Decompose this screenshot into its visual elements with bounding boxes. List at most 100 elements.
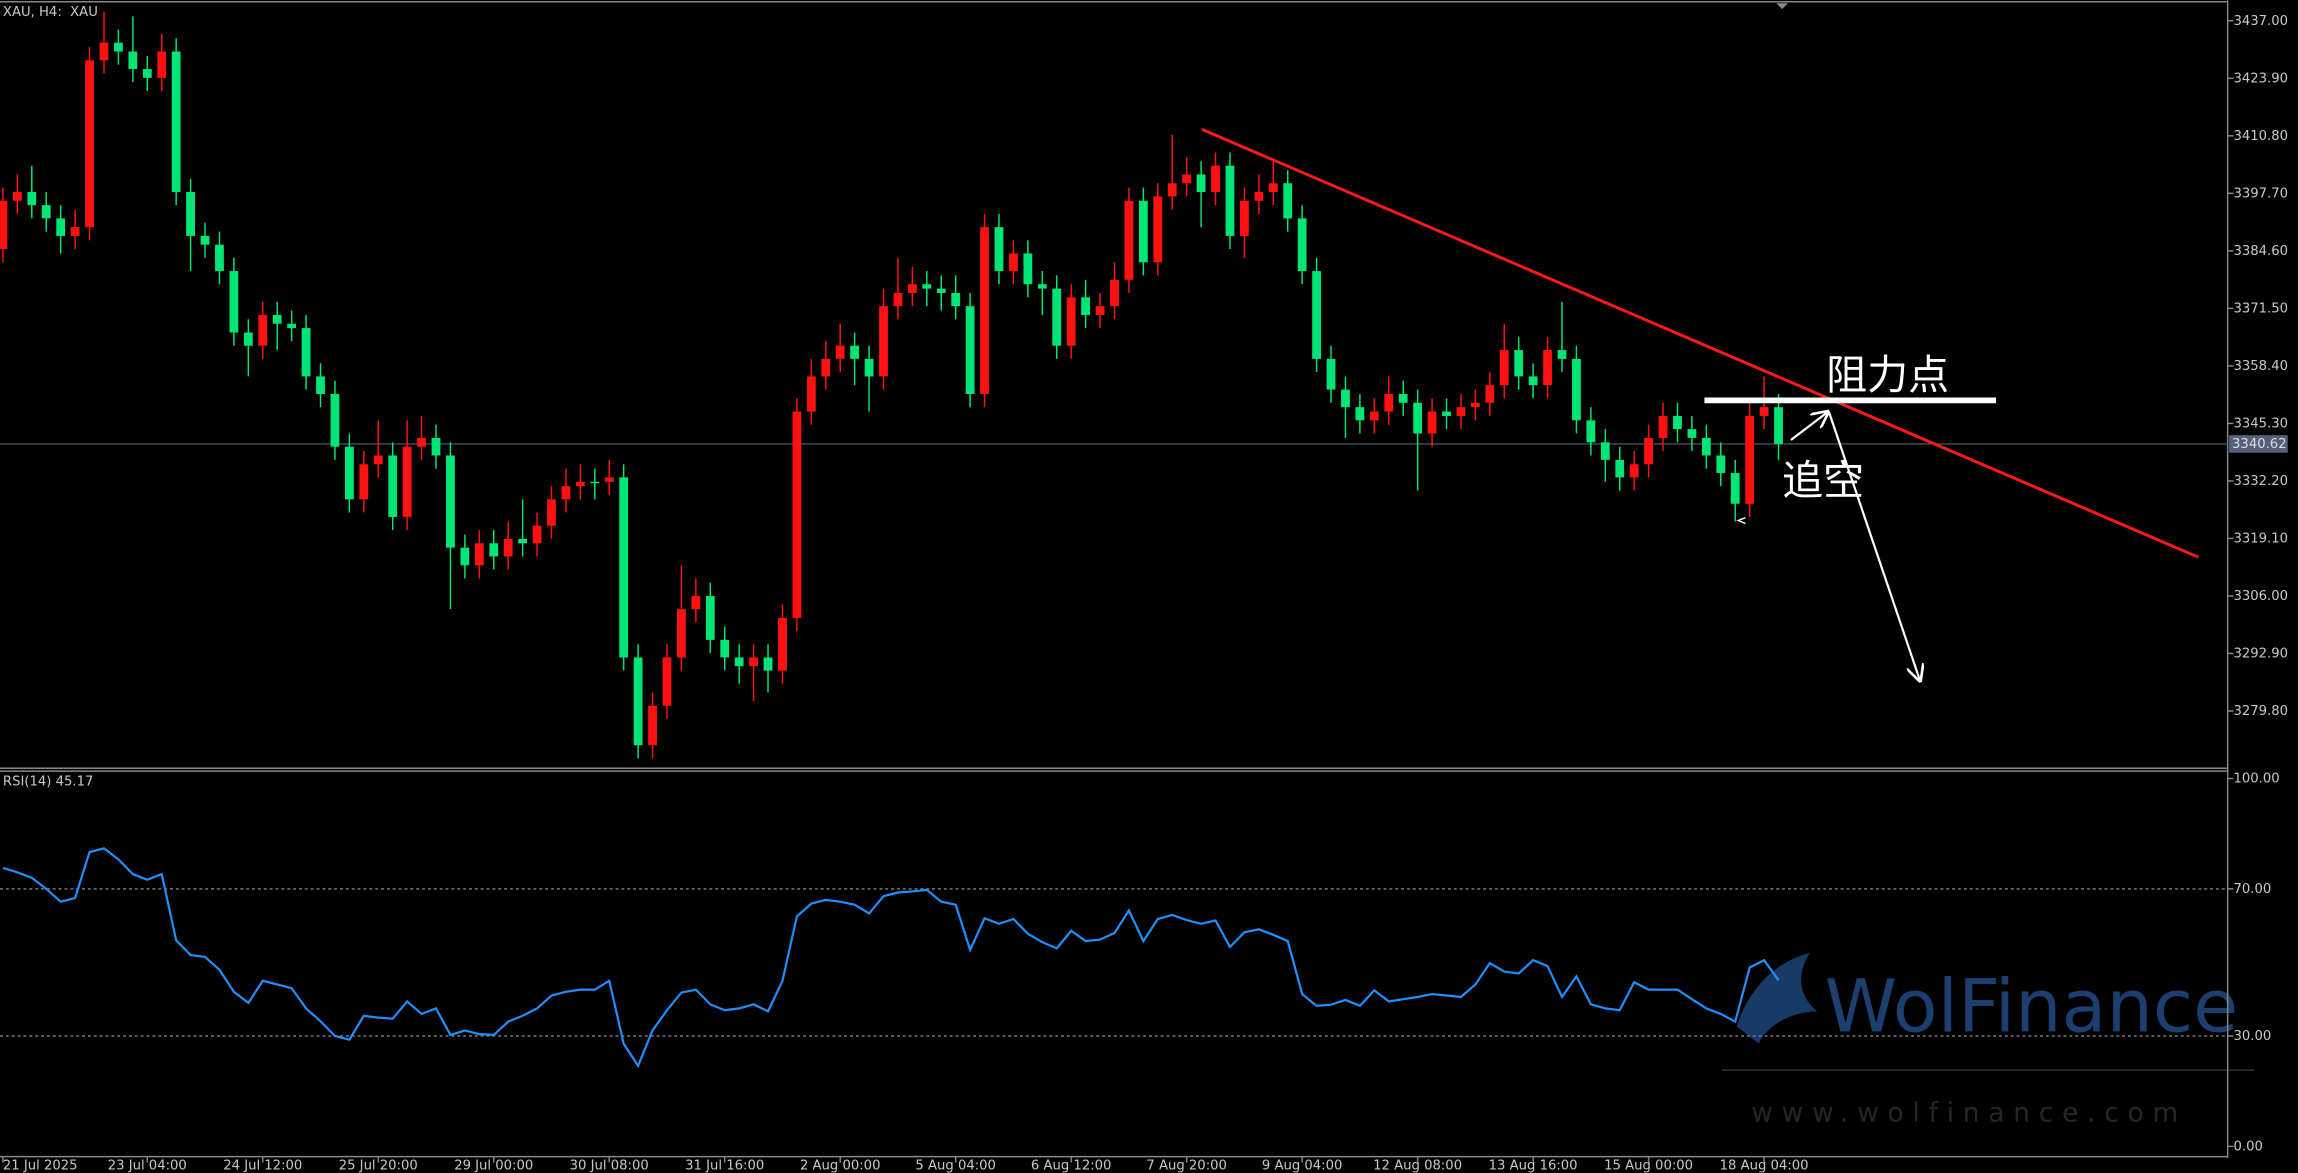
watermark-url: www.wolfinance.com [1751,1099,2187,1129]
y-tick-label: 3358.40 [2234,359,2289,374]
y-tick-label: 3332.20 [2234,474,2289,489]
candle-body [1182,174,1192,184]
candle-body [1341,389,1350,408]
candle-body [734,657,744,667]
candle-body [691,595,701,610]
watermark-logo [1736,952,1818,1044]
rsi-title: RSI(14) 45.17 [3,774,93,789]
arrow [1827,411,1920,680]
candle-body [1658,415,1668,438]
candle-body [417,437,426,447]
candle-body [0,200,8,250]
candle-body [720,639,730,658]
candle-body [1456,407,1466,416]
candle-body [1052,288,1062,346]
candle-body [373,455,383,465]
x-tick-label: 6 Aug 12:00 [1031,1158,1112,1173]
x-tick-label: 29 Jul 00:00 [454,1158,533,1173]
rsi-line [2,847,1780,1069]
y-tick-label: 30.00 [2234,1029,2272,1044]
y-tick-label: 3306.00 [2234,589,2289,604]
candle-body [272,314,282,324]
candle-body [489,543,499,557]
candle-body [835,345,845,359]
y-tick-label: 70.00 [2234,882,2272,897]
candle-body [893,292,903,307]
candle-body [864,358,874,377]
candle-body [547,499,556,526]
candle-body [1124,200,1134,280]
candle-body [1369,411,1379,421]
candle-body [99,42,109,61]
candle-body [1167,183,1177,197]
candle-body [1196,174,1206,193]
candle-body [128,51,138,70]
candle-body [1716,455,1726,474]
candle-body [85,60,94,228]
candle-body [1427,411,1437,434]
candle-body [604,477,614,482]
trend-line [1201,127,2199,559]
candle-body [518,538,528,544]
y-tick-label: 3279.80 [2234,704,2289,719]
candle-body [503,538,513,557]
candle-body [778,617,787,671]
x-tick-label: 7 Aug 20:00 [1146,1158,1227,1173]
y-tick-label: 0.00 [2234,1139,2263,1154]
shift-marker [1776,3,1788,10]
candle-body [1644,437,1654,465]
y-tick-label: 3410.80 [2234,129,2289,144]
x-tick-label: 31 Jul 16:00 [685,1158,764,1173]
candle-body [806,376,816,412]
candle-body [1557,350,1567,359]
candle-body [1514,350,1524,377]
candle-body [56,218,66,236]
candle-body [1110,279,1119,307]
candle-body [1225,165,1235,236]
candle-body [12,192,22,201]
candle-body [1615,459,1625,478]
candle-body [1066,297,1076,346]
candle-body [1485,385,1495,403]
candle-body [1138,200,1148,263]
y-tick-label: 100.00 [2234,771,2280,786]
candle-body [980,227,989,394]
candle-body [1355,407,1365,421]
candle-body [1326,358,1336,390]
candle-body [1254,192,1264,201]
candle-body [1687,429,1697,438]
chart-title: XAU, H4: XAU [3,5,98,20]
last-price-box [2229,435,2288,453]
y-tick-label: 3437.00 [2234,14,2289,29]
candle-body [532,525,542,544]
candle-body [749,657,758,667]
candle-body [330,393,340,447]
candle-body [590,481,600,484]
candle-body [186,192,195,236]
candle-body [344,446,354,500]
x-tick-label: 18 Aug 04:00 [1720,1158,1809,1173]
candle-body [951,292,961,307]
candle-body [1312,271,1321,359]
candle-body [922,284,932,289]
candle-body [1629,464,1639,478]
candle-body [215,244,224,272]
candle-body [907,284,917,293]
candle-body [1283,183,1293,219]
candle-body [648,705,657,746]
annotation: 阻力点 [1826,351,1949,399]
candle-body [1499,350,1509,386]
candle-body [1297,218,1307,272]
last-price-label: 3340.62 [2232,437,2287,452]
x-tick-label: 12 Aug 08:00 [1373,1158,1462,1173]
candle-body [561,486,571,500]
candle-body [388,455,398,517]
candle-body [1442,411,1451,416]
candle-body [301,328,311,377]
candle-body [1095,306,1105,315]
y-tick-label: 3371.50 [2234,301,2289,316]
candle-body [142,69,152,78]
candle-body [1023,253,1033,285]
candle-body [1730,473,1740,504]
